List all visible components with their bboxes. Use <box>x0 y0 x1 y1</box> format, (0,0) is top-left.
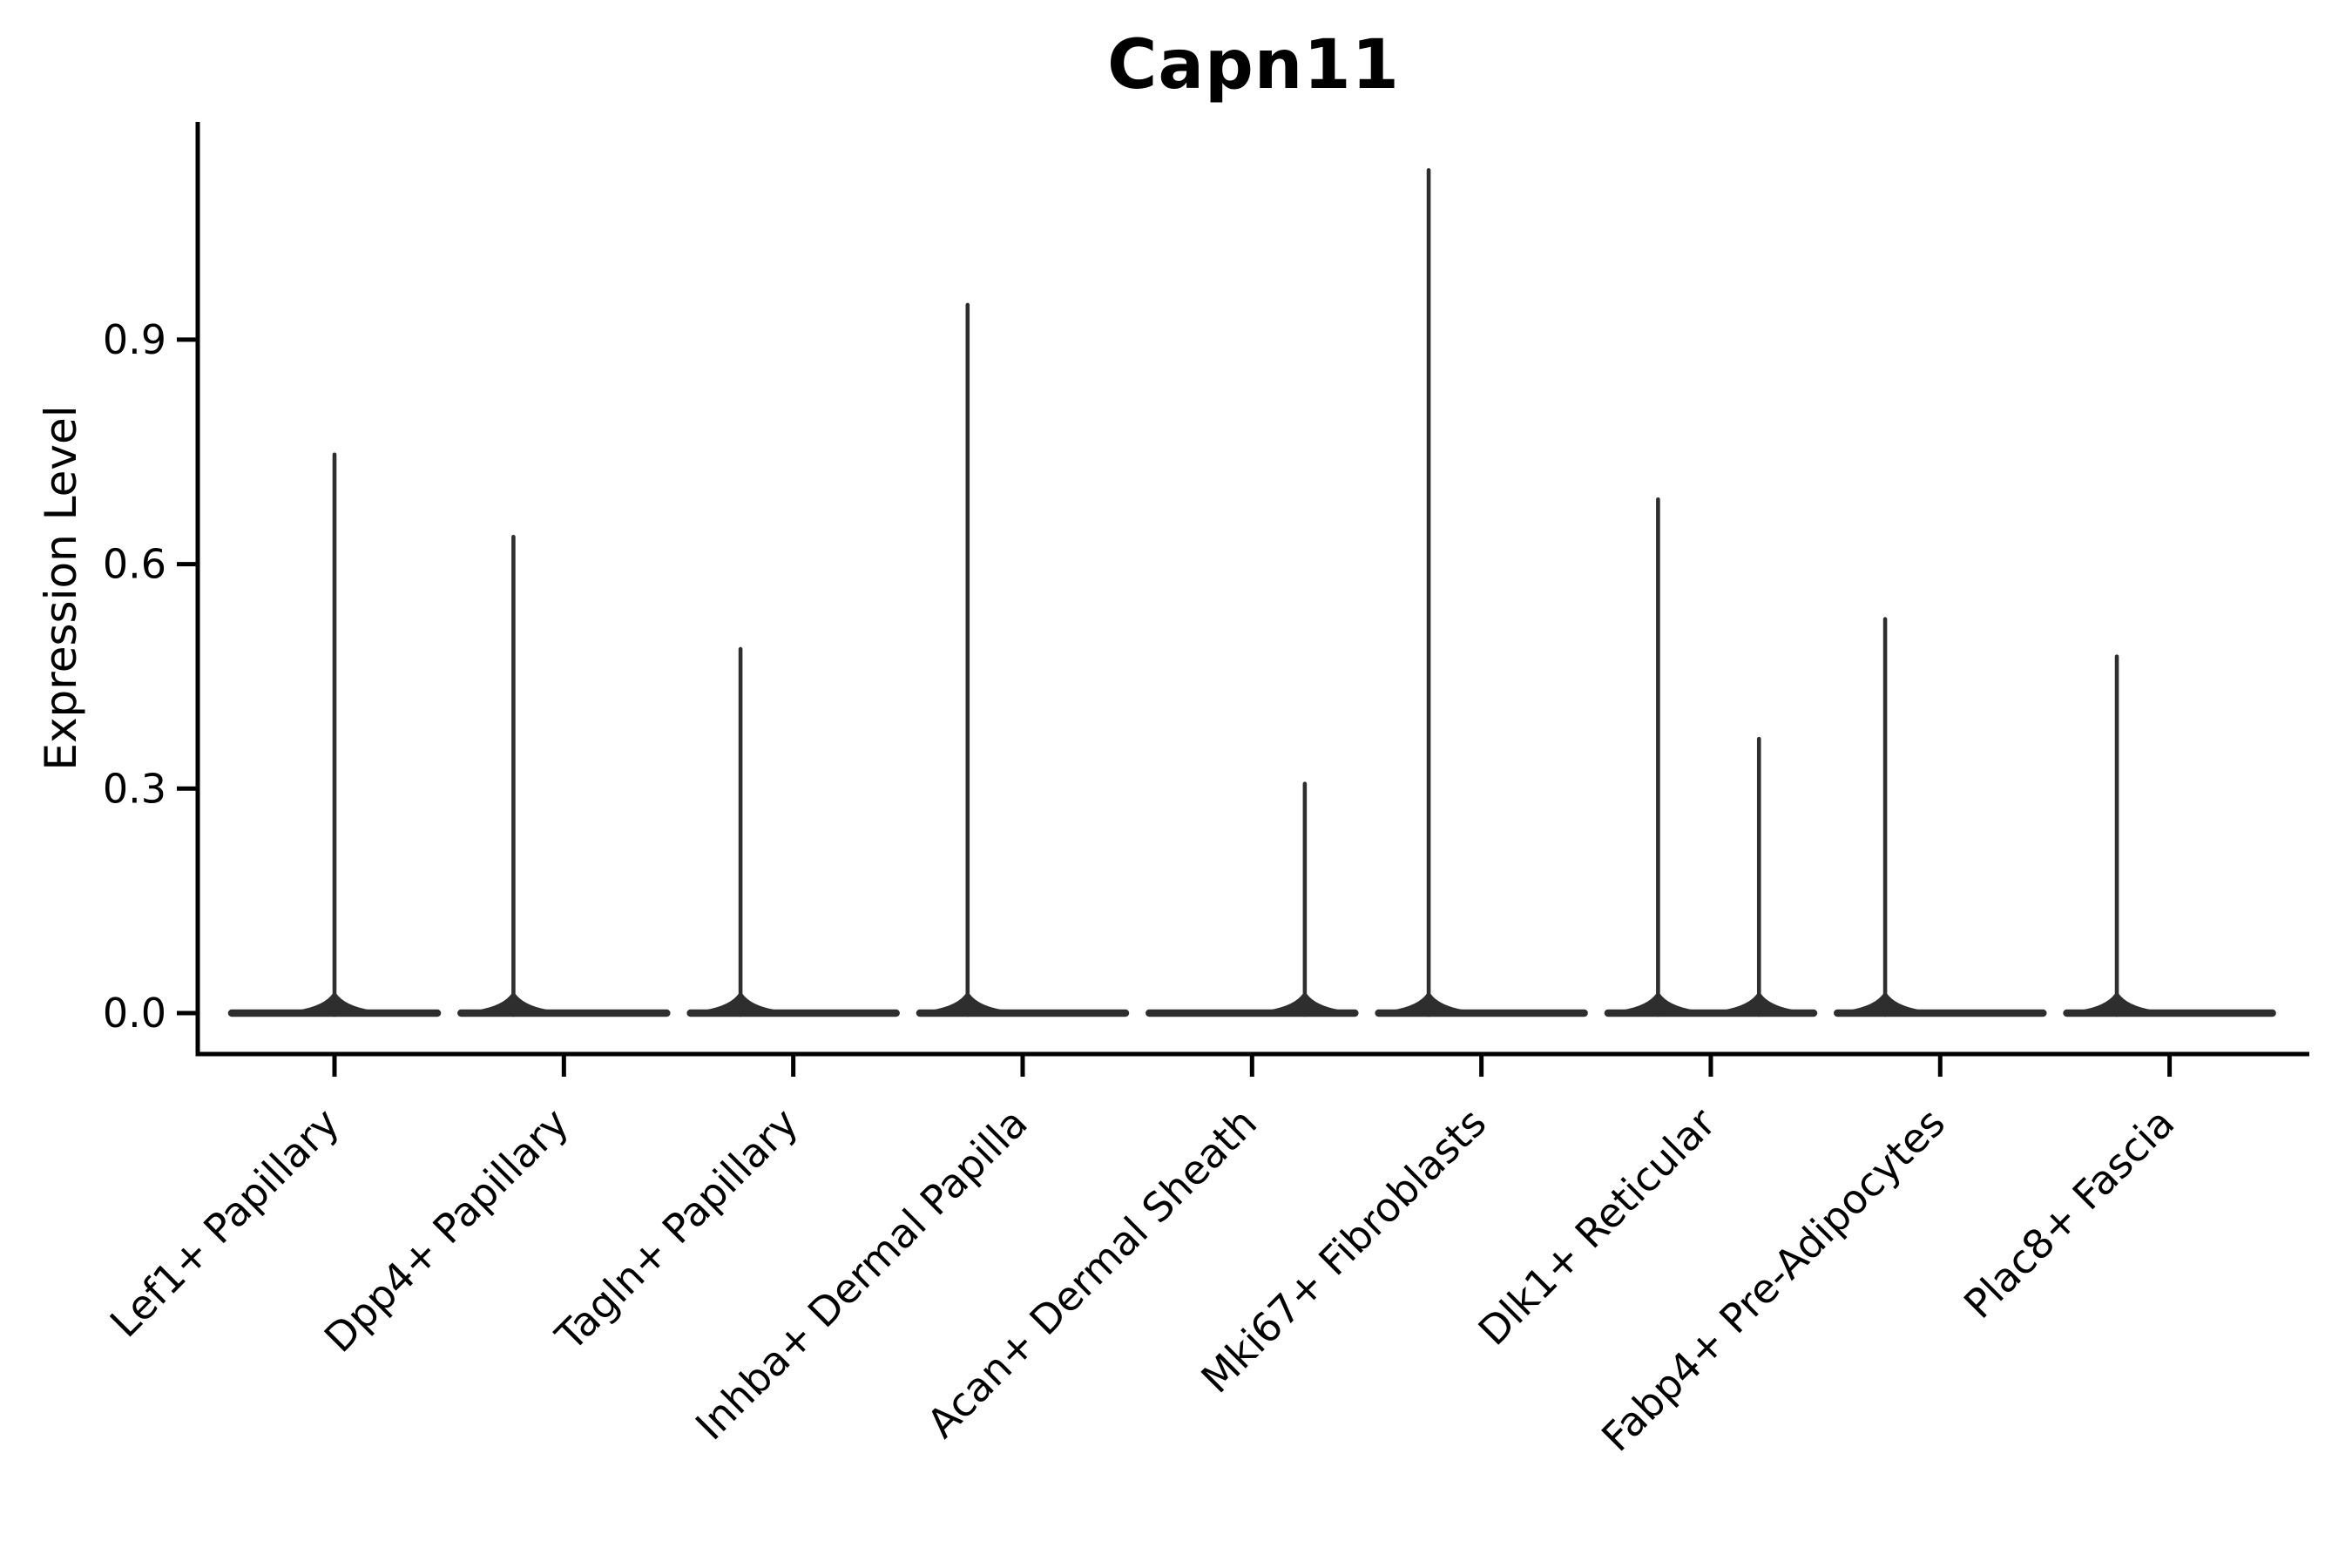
chart-title: Capn11 <box>1107 26 1400 105</box>
x-tick-label: Lef1+ Papillary <box>101 1099 348 1347</box>
x-tick-label: Dlk1+ Reticular <box>1470 1099 1725 1355</box>
y-tick-label: 0.9 <box>103 316 166 363</box>
x-tick-label: Dpp4+ Papillary <box>315 1099 578 1362</box>
y-tick-label: 0.6 <box>103 541 166 588</box>
x-tick-label: Plac8+ Fascia <box>1955 1099 2183 1328</box>
x-tick-label: Tagln+ Papillary <box>546 1099 808 1361</box>
y-tick-label: 0.3 <box>103 765 166 812</box>
y-tick-label: 0.0 <box>103 990 166 1037</box>
